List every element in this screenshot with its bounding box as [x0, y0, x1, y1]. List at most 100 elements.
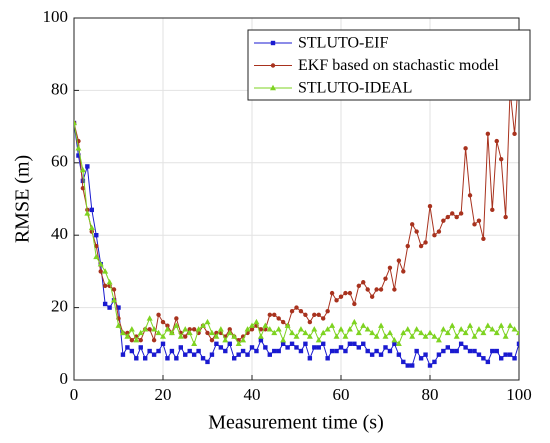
marker	[490, 207, 495, 213]
marker	[401, 269, 406, 274]
marker	[111, 297, 118, 303]
marker	[169, 348, 175, 354]
marker	[422, 333, 429, 339]
marker	[183, 352, 188, 357]
marker	[475, 326, 482, 332]
marker	[311, 326, 318, 332]
y-tick-label: 80	[51, 79, 68, 98]
x-tick-label: 80	[422, 385, 439, 404]
marker	[191, 340, 198, 346]
marker	[276, 348, 281, 354]
marker	[272, 348, 277, 354]
y-axis-label: RMSE (m)	[12, 155, 34, 243]
marker	[285, 345, 290, 350]
marker	[235, 340, 242, 346]
marker	[133, 336, 140, 343]
marker	[316, 312, 321, 318]
marker	[156, 348, 161, 354]
marker	[165, 356, 170, 361]
marker	[227, 341, 232, 346]
marker	[111, 287, 117, 292]
x-tick-label: 20	[155, 385, 172, 404]
marker	[254, 348, 259, 354]
marker	[266, 326, 273, 332]
marker	[391, 336, 398, 343]
marker	[177, 333, 184, 339]
marker	[427, 363, 433, 368]
marker	[124, 333, 131, 339]
marker	[445, 345, 450, 350]
marker	[382, 333, 389, 339]
marker	[191, 352, 197, 357]
marker	[191, 327, 197, 332]
marker	[485, 131, 491, 137]
marker	[378, 287, 384, 292]
marker	[115, 322, 122, 328]
marker	[436, 229, 442, 234]
marker	[146, 315, 153, 321]
marker	[378, 352, 384, 357]
marker	[436, 352, 442, 357]
marker	[355, 329, 362, 336]
marker	[427, 329, 433, 336]
marker	[503, 214, 508, 220]
marker	[489, 326, 496, 332]
marker	[174, 356, 179, 361]
marker	[352, 301, 357, 307]
marker	[258, 327, 264, 332]
marker	[320, 329, 327, 336]
marker	[405, 363, 410, 368]
marker	[75, 145, 82, 151]
marker	[444, 329, 451, 336]
marker	[222, 336, 229, 343]
marker	[164, 326, 171, 332]
marker	[270, 40, 276, 46]
marker	[440, 326, 447, 332]
marker	[498, 322, 505, 328]
marker	[116, 305, 121, 310]
marker	[270, 84, 276, 91]
marker	[129, 348, 135, 354]
marker	[356, 345, 361, 350]
marker	[347, 341, 353, 346]
marker	[347, 290, 353, 296]
x-tick-label: 0	[70, 385, 79, 404]
marker	[138, 345, 143, 350]
marker	[334, 348, 339, 354]
marker	[312, 345, 317, 350]
marker	[404, 326, 411, 332]
marker	[88, 224, 95, 231]
marker	[338, 294, 344, 299]
marker	[369, 329, 376, 336]
marker	[423, 352, 428, 357]
marker	[151, 326, 158, 332]
marker	[307, 356, 313, 361]
marker	[119, 329, 126, 336]
marker	[342, 333, 349, 339]
marker	[502, 333, 509, 339]
marker	[262, 322, 269, 328]
marker	[257, 333, 264, 339]
marker	[289, 341, 295, 346]
marker	[231, 333, 238, 339]
marker	[463, 146, 468, 151]
marker	[454, 348, 459, 354]
marker	[142, 326, 149, 332]
marker	[365, 287, 370, 292]
marker	[271, 329, 278, 336]
marker	[507, 352, 513, 357]
marker	[476, 218, 482, 223]
legend-label: EKF based on stachastic model	[298, 57, 499, 74]
marker	[321, 341, 326, 346]
marker	[324, 326, 331, 332]
marker	[490, 348, 495, 354]
marker	[435, 336, 442, 343]
marker	[182, 326, 189, 332]
marker	[107, 305, 112, 310]
marker	[151, 352, 157, 357]
marker	[338, 345, 344, 350]
marker	[80, 185, 86, 191]
marker	[413, 326, 420, 332]
marker	[516, 329, 519, 336]
